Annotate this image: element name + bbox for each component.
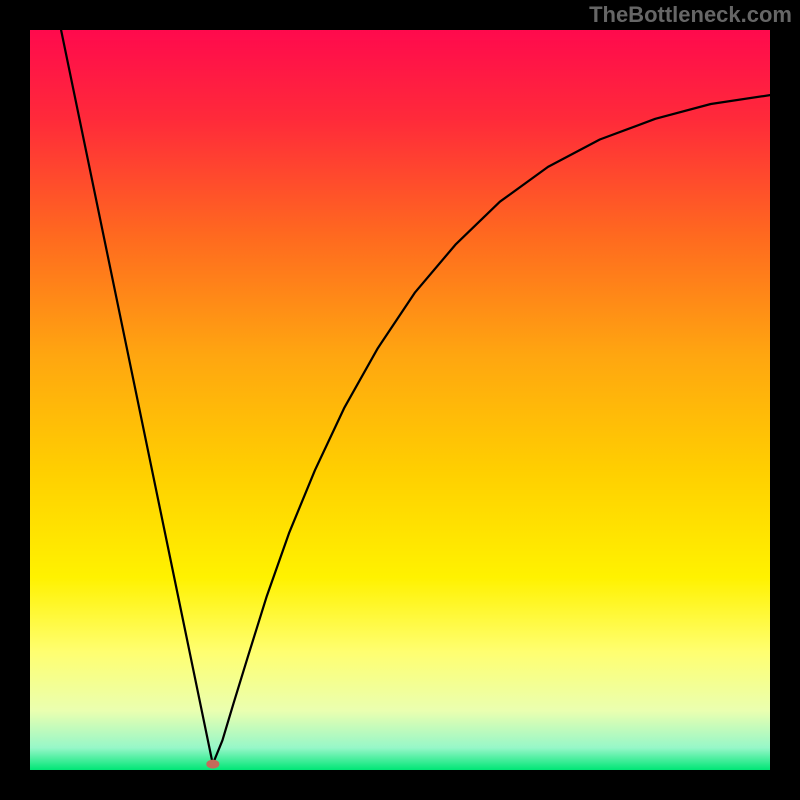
plot-area [30,30,770,770]
curve-svg [30,30,770,770]
minimum-dot [206,760,219,769]
watermark-text: TheBottleneck.com [589,2,792,28]
chart-container: TheBottleneck.com [0,0,800,800]
curve-path [61,30,770,764]
